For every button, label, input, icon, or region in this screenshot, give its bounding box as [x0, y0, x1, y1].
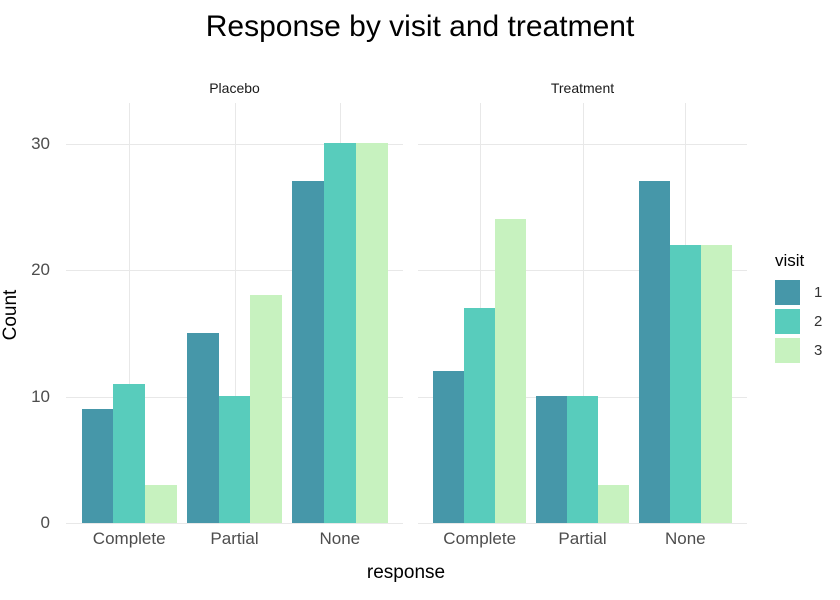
- y-tick-label: 20: [31, 260, 50, 279]
- facet-strip-label: Treatment: [550, 80, 615, 96]
- bar-visit-2-complete: [464, 308, 496, 523]
- bar-visit-3-partial: [597, 485, 630, 523]
- bar-visit-3-none: [700, 245, 733, 523]
- bar-visit-2-partial: [218, 396, 251, 523]
- chart-title: Response by visit and treatment: [205, 10, 635, 43]
- gridline-horizontal: [418, 523, 747, 524]
- bar-visit-1-complete: [81, 409, 114, 523]
- gridline-horizontal: [66, 523, 403, 524]
- x-tick-label: Complete: [443, 529, 517, 548]
- y-tick-label: 0: [40, 513, 50, 532]
- y-tick-label: 30: [31, 133, 50, 153]
- bar-visit-3-partial: [250, 295, 283, 523]
- bar-visit-2-none: [324, 143, 357, 523]
- legend-item-visit-3: 3: [775, 338, 822, 363]
- legend-item-visit-2: 2: [775, 309, 822, 334]
- bar-visit-2-none: [669, 245, 702, 523]
- bar-visit-3-complete: [144, 485, 178, 523]
- legend-label: 3: [814, 342, 823, 359]
- bar-visit-2-complete: [113, 384, 146, 523]
- y-tick-label: 10: [31, 386, 50, 406]
- legend-key-swatch: [775, 338, 800, 363]
- gridline-vertical: [235, 103, 236, 523]
- facet-strip-label: Placebo: [209, 80, 260, 96]
- bar-visit-1-partial: [536, 396, 568, 523]
- x-tick-label: None: [319, 529, 361, 548]
- bar-visit-3-complete: [495, 219, 527, 523]
- legend-item-visit-1: 1: [775, 280, 822, 305]
- bar-visit-2-partial: [567, 396, 599, 523]
- gridline-vertical: [129, 103, 130, 523]
- legend-key-swatch: [775, 280, 800, 305]
- x-tick-label: None: [664, 529, 706, 548]
- bar-visit-3-none: [355, 143, 388, 523]
- legend-label: 2: [814, 313, 823, 330]
- bar-visit-1-complete: [433, 371, 465, 523]
- gridline-vertical: [583, 103, 584, 523]
- bar-visit-1-none: [292, 181, 325, 523]
- legend: visit 1 2 3: [775, 251, 822, 367]
- legend-title: visit: [775, 251, 805, 270]
- x-tick-label: Complete: [92, 529, 166, 548]
- bar-visit-1-partial: [187, 333, 220, 523]
- bar-visit-1-none: [639, 181, 671, 523]
- x-tick-label: Partial: [558, 529, 607, 548]
- gridline-horizontal: [66, 270, 403, 271]
- legend-label: 1: [814, 284, 823, 301]
- gridline-horizontal: [66, 143, 403, 145]
- gridline-horizontal: [418, 143, 747, 145]
- legend-items: 1 2 3: [775, 280, 822, 363]
- y-axis-title: Count: [0, 289, 21, 341]
- legend-key-swatch: [775, 309, 800, 334]
- x-axis-title: response: [366, 562, 446, 583]
- x-tick-label: Partial: [210, 529, 259, 548]
- gridline-horizontal: [418, 270, 747, 271]
